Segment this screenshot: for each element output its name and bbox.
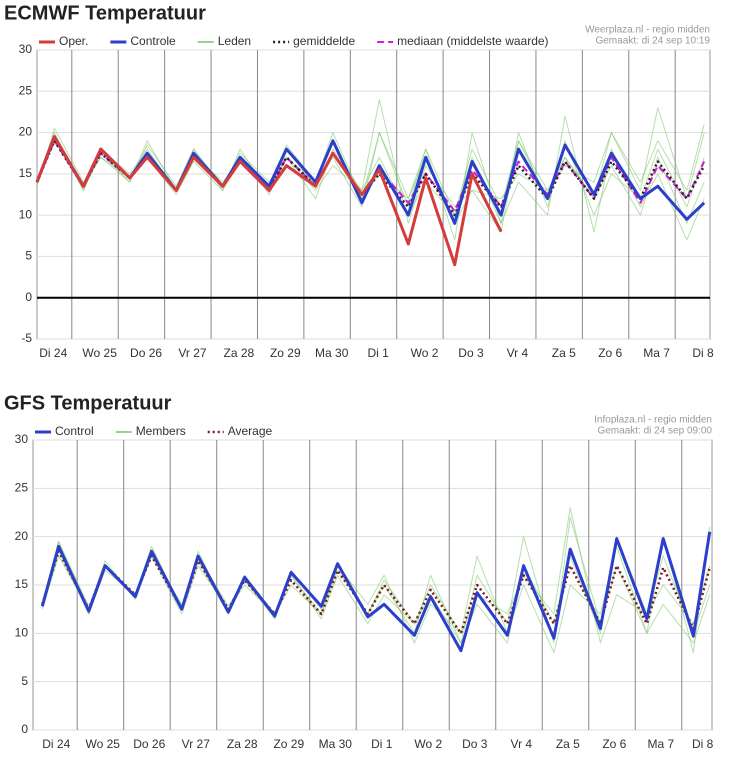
legend-label: gemiddelde [293,34,355,48]
x-tick-label: Do 3 [458,346,484,360]
legend-label: Average [228,424,273,438]
x-tick-label: Za 5 [552,346,576,360]
x-tick-label: Za 28 [227,737,258,751]
x-tick-label: Za 5 [556,737,580,751]
legend-label: Control [55,424,94,438]
x-tick-label: Do 26 [133,737,165,751]
x-tick-label: Zo 29 [270,346,301,360]
credit: Weerplaza.nl - regio midden [585,25,710,36]
x-tick-label: Wo 25 [86,737,121,751]
y-tick-label: 30 [15,432,29,446]
legend-label: Members [136,424,186,438]
x-tick-label: Vr 4 [507,346,529,360]
chart-title: ECMWF Temperatuur [4,2,206,24]
y-tick-label: 25 [15,481,29,495]
y-tick-label: 15 [19,166,33,180]
x-tick-label: Wo 2 [411,346,439,360]
x-tick-label: Do 26 [130,346,162,360]
x-tick-label: Wo 25 [82,346,117,360]
y-tick-label: 20 [19,125,33,139]
x-tick-label: Za 28 [224,346,255,360]
plot-area [36,49,711,340]
x-tick-label: Do 3 [462,737,488,751]
series-line [35,135,503,267]
y-tick-label: 15 [15,577,29,591]
x-tick-label: Di 8 [692,346,714,360]
x-tick-label: Zo 6 [602,737,626,751]
x-tick-label: Vr 4 [511,737,533,751]
y-tick-label: 20 [15,529,29,543]
y-tick-label: 5 [25,249,32,263]
series-line [40,531,712,653]
legend-label: Oper. [59,34,88,48]
y-tick-label: 0 [25,290,32,304]
x-tick-label: Di 1 [371,737,393,751]
y-tick-label: 0 [21,722,28,736]
legend-label: Controle [130,34,176,48]
x-tick-label: Di 24 [39,346,67,360]
x-tick-label: Wo 2 [414,737,442,751]
x-tick-label: Vr 27 [182,737,211,751]
x-tick-label: Zo 6 [598,346,622,360]
x-tick-label: Ma 30 [319,737,353,751]
credit: Infoplaza.nl - regio midden [594,415,712,426]
x-tick-label: Zo 29 [273,737,304,751]
x-tick-label: Ma 30 [315,346,349,360]
x-tick-label: Di 8 [692,737,714,751]
x-tick-label: Di 24 [42,737,70,751]
y-tick-label: 30 [19,42,33,56]
y-tick-label: 10 [19,207,33,221]
legend-label: mediaan (middelste waarde) [397,34,548,48]
chart-title: GFS Temperatuur [4,392,172,414]
y-tick-label: 10 [15,626,29,640]
y-tick-label: -5 [21,331,32,345]
x-tick-label: Ma 7 [647,737,674,751]
credit: Gemaakt: di 24 sep 09:00 [597,426,712,437]
member-line [36,132,705,224]
credit: Gemaakt: di 24 sep 10:19 [595,36,710,47]
y-tick-label: 25 [19,83,33,97]
x-tick-label: Vr 27 [178,346,207,360]
x-tick-label: Di 1 [367,346,389,360]
x-tick-label: Ma 7 [643,346,670,360]
legend-label: Leden [218,34,251,48]
y-tick-label: 5 [21,674,28,688]
